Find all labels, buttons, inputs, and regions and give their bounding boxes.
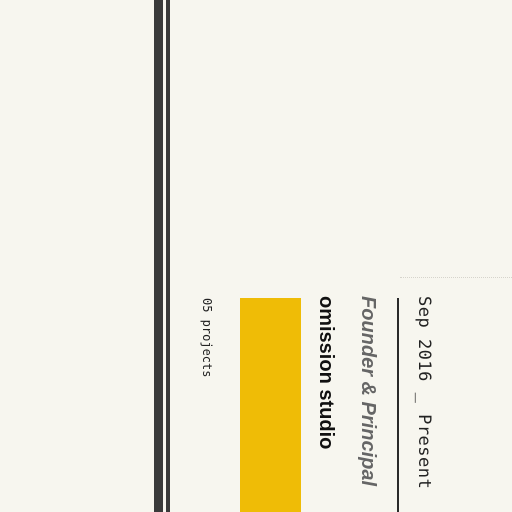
timeline-rail-thick <box>154 0 163 512</box>
entry-rule <box>397 298 399 512</box>
timeline-rail-thin <box>166 0 170 512</box>
company-name[interactable]: omission studio <box>314 296 337 449</box>
project-count[interactable]: 05 projects <box>200 298 214 377</box>
accent-bar <box>240 298 301 512</box>
entry-divider-dotted <box>400 277 512 278</box>
role-title: Founder & Principal <box>356 296 379 486</box>
date-range: Sep 2016 _ Present <box>414 296 434 489</box>
